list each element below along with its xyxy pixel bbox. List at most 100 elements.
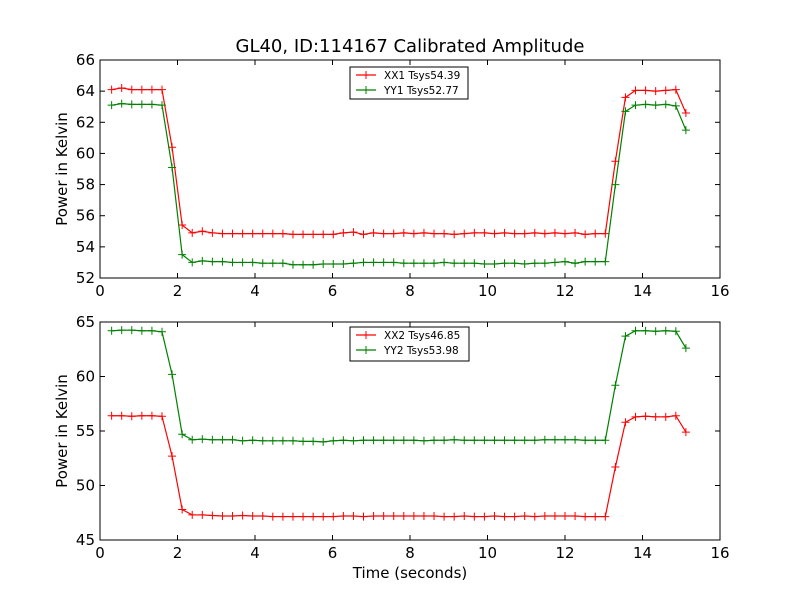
data-point [278,229,287,238]
data-point [339,259,348,268]
data-point [681,108,690,117]
data-point [581,230,590,239]
x-tick-label: 8 [405,544,415,562]
data-point [661,326,670,335]
data-point [571,435,580,444]
data-point [349,436,358,445]
data-point [500,259,509,268]
data-point [621,332,630,341]
data-point [450,435,459,444]
data-point [581,512,590,521]
data-point [168,370,177,379]
data-point [409,512,418,521]
data-point [681,126,690,135]
data-point [319,512,328,521]
data-point [319,437,328,446]
data-point [530,512,539,521]
data-point [480,512,489,521]
y-tick-label: 52 [76,269,95,287]
data-point [137,85,146,94]
data-point [460,259,469,268]
data-point [500,228,509,237]
data-point [369,228,378,237]
data-point [258,436,267,445]
data-point [188,228,197,237]
data-point [228,229,237,238]
data-point [117,99,126,108]
data-point [631,412,640,421]
data-point [137,326,146,335]
data-point [611,381,620,390]
data-point [117,84,126,93]
data-point [117,326,126,335]
legend-label: YY1 Tsys52.77 [383,85,459,97]
data-point [480,259,489,268]
data-point [641,86,650,95]
y-tick-label: 56 [76,207,95,225]
data-point [621,93,630,102]
data-point [571,228,580,237]
data-point [651,87,660,96]
series-line-1-0 [111,415,687,518]
data-point [369,512,378,521]
bottom-plot: 0 2 4 6 8 10 12 14 16 45 50 55 60 65 Power in Kelvin Ti… [53,313,730,582]
legend-label: YY2 Tsys53.98 [383,345,459,357]
data-point [409,436,418,445]
data-point [369,258,378,267]
data-point [561,229,569,238]
data-point [278,512,287,521]
data-point [399,436,408,445]
data-point [248,436,257,445]
data-point [299,260,308,269]
y-tick-label: 45 [76,531,95,549]
data-point [611,462,620,471]
data-point [641,326,650,335]
data-point [248,512,257,521]
data-point [268,512,277,521]
y-tick-label: 55 [76,422,95,440]
data-point [561,512,569,521]
data-point [450,259,459,268]
data-point [440,512,449,521]
data-point [591,512,600,521]
data-point [359,512,368,521]
legend-label: XX2 Tsys46.85 [384,330,460,342]
data-point [671,101,680,110]
data-point [238,511,247,520]
data-point [651,327,660,336]
data-point [399,228,408,237]
data-point [309,230,318,239]
y-tick-label: 62 [76,113,95,131]
data-point [329,512,338,521]
data-point [258,229,267,238]
data-point [188,258,197,267]
y-axis-label: Power in Kelvin [53,374,71,488]
data-point [329,259,338,268]
data-point [359,258,368,267]
x-axis-label: Time (seconds) [352,564,468,582]
data-point [520,436,529,445]
data-point [319,259,328,268]
legend-box [349,326,470,362]
data-point [278,436,287,445]
data-point [158,412,166,421]
data-point [238,436,247,445]
legend-marker [362,86,370,94]
data-point [460,229,469,238]
legend-marker [362,346,370,354]
data-point [661,412,670,421]
x-tick-label: 14 [633,544,652,562]
data-point [278,259,287,268]
data-point [389,436,398,445]
data-point [178,430,187,439]
data-point [268,436,277,445]
x-tick-label: 14 [633,282,652,300]
x-tick-label: 16 [710,282,729,300]
data-point [520,259,529,268]
data-point [661,100,670,109]
data-point [309,260,318,269]
data-point [510,512,519,521]
y-tick-label: 66 [76,51,95,69]
